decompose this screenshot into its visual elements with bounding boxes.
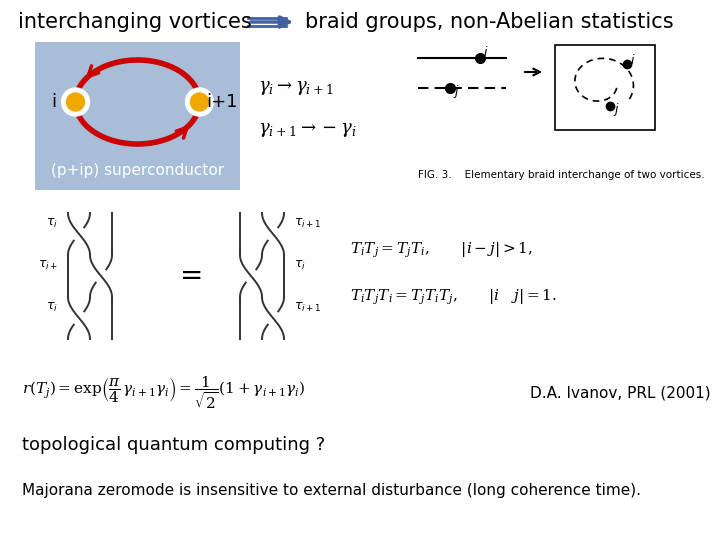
Text: $\gamma_{i+1} \rightarrow -\gamma_i$: $\gamma_{i+1} \rightarrow -\gamma_i$	[258, 121, 356, 139]
Text: =: =	[180, 262, 204, 290]
Text: j: j	[614, 103, 618, 116]
Bar	[35, 42, 240, 190]
Text: FIG. 3.    Elementary braid interchange of two vortices.: FIG. 3. Elementary braid interchange of …	[418, 170, 705, 180]
Text: j: j	[454, 85, 457, 98]
Text: $\tau_{i+1}$: $\tau_{i+1}$	[294, 301, 321, 314]
Text: $r(T_j) = \exp\!\left(\dfrac{\pi}{4}\,\gamma_{i+1}\gamma_i\right) = \dfrac{1}{\s: $r(T_j) = \exp\!\left(\dfrac{\pi}{4}\,\g…	[22, 375, 305, 411]
Text: i: i	[631, 54, 634, 67]
Text: Majorana zeromode is insensitive to external disturbance (long coherence time).: Majorana zeromode is insensitive to exte…	[22, 483, 641, 497]
Text: D.A. Ivanov, PRL (2001): D.A. Ivanov, PRL (2001)	[530, 386, 711, 401]
Text: topological quantum computing ?: topological quantum computing ?	[22, 436, 325, 454]
Text: interchanging vortices: interchanging vortices	[18, 12, 252, 32]
Circle shape	[191, 93, 209, 111]
Text: (p+ip) superconductor: (p+ip) superconductor	[51, 163, 224, 178]
Text: i+1: i+1	[206, 93, 238, 111]
Text: i: i	[51, 93, 56, 111]
Text: $\tau_{i+}$: $\tau_{i+}$	[38, 259, 58, 272]
Circle shape	[186, 88, 214, 116]
Circle shape	[61, 88, 89, 116]
Circle shape	[66, 93, 84, 111]
Text: i: i	[484, 45, 487, 58]
Text: $T_i T_j = T_j T_i,\qquad |i-j|>1,$: $T_i T_j = T_j T_i,\qquad |i-j|>1,$	[350, 241, 533, 260]
Text: $\tau_{i+1}$: $\tau_{i+1}$	[294, 217, 321, 230]
Text: $T_i T_j T_i = T_j T_i T_j,\qquad |i\quad j|=1.$: $T_i T_j T_i = T_j T_i T_j,\qquad |i\qua…	[350, 287, 557, 307]
Text: $\tau_i$: $\tau_i$	[294, 259, 306, 272]
Text: braid groups, non-Abelian statistics: braid groups, non-Abelian statistics	[305, 12, 674, 32]
Text: $\gamma_i \rightarrow \gamma_{i+1}$: $\gamma_i \rightarrow \gamma_{i+1}$	[258, 79, 333, 97]
Bar	[555, 45, 655, 130]
Text: $\tau_i$: $\tau_i$	[46, 301, 58, 314]
Text: $\tau_i$: $\tau_i$	[46, 217, 58, 230]
